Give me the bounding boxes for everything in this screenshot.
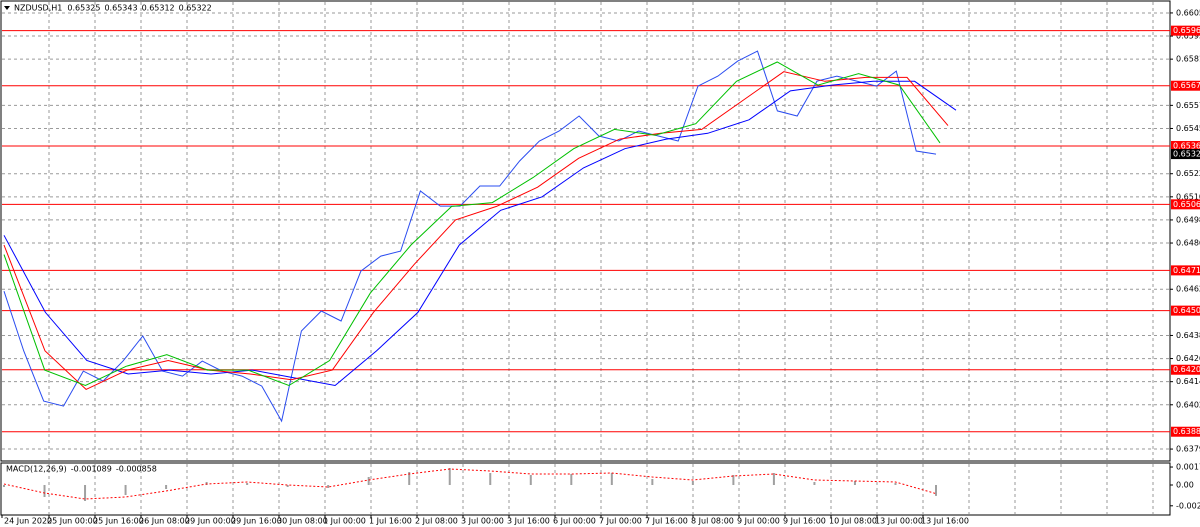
macd-panel <box>0 462 1171 516</box>
macd-bar <box>772 473 775 485</box>
y-tick-label: 0.65100 <box>1176 192 1200 201</box>
x-tick-label: 3 Jul 00:00 <box>461 517 504 526</box>
last-price: 0.65322 <box>1173 150 1200 159</box>
x-tick-label: 10 Jul 08:00 <box>829 517 877 526</box>
macd-bar <box>691 481 694 485</box>
x-tick-label: 7 Jul 16:00 <box>645 517 688 526</box>
x-tick-label: 9 Jul 00:00 <box>737 517 780 526</box>
level-label: 0.64718 <box>1173 266 1200 275</box>
macd-bar <box>165 485 168 489</box>
y-tick-label: 0.64140 <box>1176 377 1200 386</box>
y-tick-label: 0.65935 <box>1176 32 1200 41</box>
x-tick-label: 2 Jul 08:00 <box>415 517 458 526</box>
level-label-box <box>1171 199 1200 210</box>
macd-bar <box>813 482 816 485</box>
x-tick-label: 7 Jul 00:00 <box>599 517 642 526</box>
x-tick-label: 24 Jun 2020 <box>4 517 52 526</box>
macd-title: MACD(12,26,9) <box>6 465 67 474</box>
x-tick-label: 29 Jun 00:00 <box>185 517 236 526</box>
macd-bar <box>489 473 492 485</box>
ohlc-value: 0.65312 <box>142 4 175 13</box>
macd-bar <box>570 474 573 485</box>
ohlc-value: 0.65343 <box>104 4 137 13</box>
macd-bar <box>3 485 5 487</box>
y-tick-label: 0.64260 <box>1176 354 1200 363</box>
symbol-arrow <box>4 6 10 10</box>
macd-bar <box>529 475 532 485</box>
last-price-box <box>1171 149 1200 160</box>
main-panel <box>0 0 1171 462</box>
x-tick-label: 6 Jul 00:00 <box>553 517 596 526</box>
x-tick-label: 26 Jun 08:00 <box>139 517 190 526</box>
macd-bar <box>732 475 735 485</box>
x-tick-label: 25 Jun 16:00 <box>93 517 144 526</box>
level-label: 0.65963 <box>1173 26 1200 35</box>
level-label: 0.65677 <box>1173 81 1200 90</box>
macd-bar <box>84 485 87 501</box>
macd-bar <box>367 477 370 485</box>
y-tick-label: 0.00 <box>1176 481 1194 490</box>
level-label-box <box>1171 364 1200 375</box>
ohlc-value: 0.65322 <box>179 4 212 13</box>
level-label: 0.65061 <box>1173 200 1200 209</box>
x-tick-label: 29 Jun 16:00 <box>231 517 282 526</box>
y-tick-label: 0.64860 <box>1176 239 1200 248</box>
moving-average <box>3 80 957 387</box>
y-tick-label: 0.64980 <box>1176 215 1200 224</box>
level-label-box <box>1171 140 1200 151</box>
y-tick-label: 0.66055 <box>1176 8 1200 17</box>
y-tick-label: 0.001797 <box>1176 463 1200 472</box>
level-label-box <box>1171 80 1200 91</box>
level-label: 0.65364 <box>1173 141 1200 150</box>
y-tick-label: 0.63790 <box>1176 445 1200 454</box>
macd-bar <box>935 485 937 496</box>
macd-bar <box>327 485 330 488</box>
x-tick-label: 25 Jun 00:00 <box>47 517 98 526</box>
level-label-box <box>1171 265 1200 276</box>
y-tick-label: 0.65815 <box>1176 55 1200 64</box>
level-label-box <box>1171 25 1200 36</box>
y-tick-label: 0.64020 <box>1176 400 1200 409</box>
macd-bar <box>408 472 411 485</box>
ohlc-value: 0.65325 <box>67 4 100 13</box>
moving-average <box>3 71 949 390</box>
x-tick-label: 3 Jul 16:00 <box>507 517 550 526</box>
level-label-box <box>1171 426 1200 437</box>
x-tick-label: 1 Jul 00:00 <box>323 517 366 526</box>
price-line <box>3 50 937 423</box>
macd-bar <box>286 485 289 487</box>
level-label: 0.64509 <box>1173 306 1200 315</box>
macd-bar <box>124 485 127 495</box>
x-tick-label: 9 Jul 16:00 <box>783 517 826 526</box>
macd-bar <box>894 483 897 485</box>
x-tick-label: 8 Jul 08:00 <box>691 517 734 526</box>
macd-bar <box>448 468 451 485</box>
macd-value: -0.001089 <box>71 465 112 474</box>
level-label-box <box>1171 305 1200 316</box>
signal-line <box>3 468 937 500</box>
macd-bar <box>246 483 249 485</box>
macd-bar <box>651 479 654 485</box>
x-tick-label: 1 Jul 16:00 <box>369 517 412 526</box>
level-label: 0.64202 <box>1173 365 1200 374</box>
y-tick-label: 0.65220 <box>1176 169 1200 178</box>
macd-bar <box>853 481 856 485</box>
y-tick-label: -0.00208 <box>1176 501 1200 510</box>
x-tick-label: 13 Jul 00:00 <box>875 517 923 526</box>
signal-value: -0.000858 <box>116 465 157 474</box>
x-tick-label: 13 Jul 16:00 <box>921 517 969 526</box>
moving-average <box>3 61 941 387</box>
y-tick-label: 0.65455 <box>1176 124 1200 133</box>
x-tick-label: 30 Jun 08:00 <box>277 517 328 526</box>
macd-bar <box>43 485 46 497</box>
y-tick-label: 0.64380 <box>1176 331 1200 340</box>
y-tick-label: 0.64620 <box>1176 285 1200 294</box>
symbol: NZDUSD,H1 <box>14 4 62 13</box>
y-tick-label: 0.65575 <box>1176 101 1200 110</box>
macd-bar <box>610 473 613 485</box>
